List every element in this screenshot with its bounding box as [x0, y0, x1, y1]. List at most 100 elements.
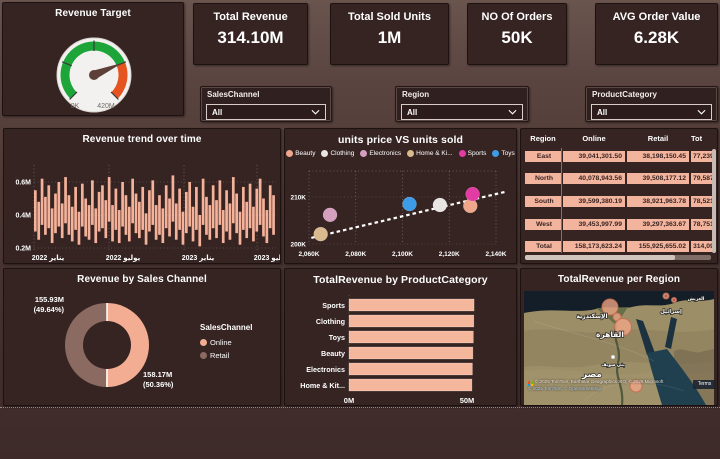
- trend-bar[interactable]: [57, 182, 61, 227]
- trend-bar[interactable]: [141, 186, 145, 230]
- trend-bar[interactable]: [127, 206, 131, 242]
- trend-bar[interactable]: [111, 205, 114, 242]
- table-cell[interactable]: 39,297,363.67: [627, 219, 689, 230]
- slicer-saleschannel-dropdown[interactable]: All: [206, 104, 326, 120]
- trend-bar[interactable]: [138, 201, 141, 239]
- trend-bar[interactable]: [171, 175, 175, 222]
- trend-bar[interactable]: [174, 203, 178, 240]
- trend-bar[interactable]: [144, 213, 148, 245]
- bar-toys[interactable]: [348, 330, 474, 344]
- trend-bar[interactable]: [64, 177, 67, 224]
- trend-bar[interactable]: [272, 195, 275, 235]
- trend-bar[interactable]: [242, 186, 245, 230]
- slicer-productcategory-dropdown[interactable]: All: [591, 104, 712, 120]
- trend-bar[interactable]: [107, 177, 111, 222]
- trend-bar[interactable]: [70, 206, 74, 242]
- table-header-retail[interactable]: Retail: [647, 134, 669, 143]
- trend-bar[interactable]: [225, 190, 228, 232]
- trend-bar[interactable]: [114, 188, 118, 230]
- trend-bar[interactable]: [211, 185, 215, 229]
- map-revenue-bubble[interactable]: [614, 318, 632, 336]
- donut-legend-item-online[interactable]: Online: [200, 336, 232, 349]
- trend-bar[interactable]: [168, 198, 171, 237]
- trend-bar[interactable]: [205, 196, 208, 235]
- trend-bar[interactable]: [231, 177, 235, 224]
- table-cell[interactable]: 158,173,623.24: [563, 241, 625, 252]
- trend-bar[interactable]: [235, 193, 238, 234]
- trend-bar[interactable]: [74, 186, 77, 230]
- table-cell[interactable]: 78,751,: [691, 219, 715, 230]
- legend-item-sports[interactable]: Sports: [458, 150, 486, 157]
- map-canvas[interactable]: الإسكندرية القاهرة بني سويف مصر إسرائيل العري…: [524, 291, 714, 405]
- trend-bar[interactable]: [54, 193, 57, 234]
- trend-bar[interactable]: [201, 178, 205, 225]
- trend-bar[interactable]: [252, 206, 255, 242]
- trend-bar[interactable]: [195, 186, 198, 230]
- trend-bar[interactable]: [191, 206, 195, 242]
- table-cell[interactable]: 77,239,: [691, 151, 715, 162]
- trend-bar[interactable]: [184, 191, 188, 234]
- table-header-tot[interactable]: Tot: [691, 134, 703, 143]
- legend-item-home-ki-[interactable]: Home & Ki...: [407, 150, 453, 157]
- legend-item-beauty[interactable]: Beauty: [286, 150, 315, 157]
- trend-bar[interactable]: [87, 205, 91, 240]
- trend-bar[interactable]: [124, 195, 128, 235]
- trend-bar[interactable]: [60, 203, 64, 239]
- bar-beauty[interactable]: [348, 346, 474, 360]
- trend-bar[interactable]: [50, 208, 54, 244]
- trend-bar[interactable]: [67, 195, 71, 235]
- trend-bar[interactable]: [228, 203, 232, 240]
- slicer-region-dropdown[interactable]: All: [401, 104, 523, 120]
- scatter-point-toys[interactable]: [402, 196, 417, 212]
- table-cell[interactable]: 40,078,943.56: [563, 173, 625, 184]
- table-cell[interactable]: 314,099,: [691, 241, 715, 252]
- trend-bar[interactable]: [84, 198, 88, 237]
- table-cell[interactable]: 38,921,963.78: [627, 196, 689, 207]
- trend-bar[interactable]: [262, 198, 265, 237]
- scatter-point-sports[interactable]: [465, 186, 480, 202]
- map-revenue-bubble[interactable]: [601, 298, 619, 316]
- trend-bar[interactable]: [37, 201, 41, 240]
- trend-bar[interactable]: [265, 210, 269, 244]
- trend-bar[interactable]: [34, 190, 37, 232]
- map-revenue-bubble[interactable]: [629, 379, 643, 393]
- legend-item-electronics[interactable]: Electronics: [360, 150, 401, 157]
- table-cell[interactable]: 38,198,150.45: [627, 151, 689, 162]
- trend-bar[interactable]: [40, 178, 44, 225]
- table-vscrollbar[interactable]: [712, 149, 716, 253]
- table-cell[interactable]: 155,925,655.02: [627, 241, 689, 252]
- trend-bar[interactable]: [91, 180, 94, 225]
- table-cell[interactable]: 39,041,301.50: [563, 151, 625, 162]
- table-cell[interactable]: West: [525, 219, 561, 230]
- trend-bar[interactable]: [208, 205, 212, 240]
- trend-bar[interactable]: [255, 188, 259, 232]
- table-cell[interactable]: South: [525, 196, 561, 207]
- table-cell[interactable]: Total: [525, 241, 561, 252]
- legend-item-clothing[interactable]: Clothing: [321, 150, 354, 157]
- trend-bar[interactable]: [161, 208, 165, 244]
- trend-bar[interactable]: [181, 211, 185, 245]
- trend-bar[interactable]: [80, 183, 84, 227]
- table-cell[interactable]: 79,587,: [691, 173, 715, 184]
- trend-bar[interactable]: [164, 185, 168, 229]
- table-header-online[interactable]: Online: [582, 134, 606, 143]
- trend-bar[interactable]: [245, 201, 249, 239]
- trend-bar[interactable]: [121, 182, 124, 227]
- trend-bar[interactable]: [218, 180, 222, 225]
- trend-bar[interactable]: [215, 200, 218, 239]
- trend-bar[interactable]: [77, 211, 81, 245]
- scatter-point-home-ki-[interactable]: [313, 226, 328, 242]
- trend-bar[interactable]: [94, 208, 98, 244]
- table-hscrollbar-track[interactable]: [525, 255, 711, 260]
- trend-bar[interactable]: [178, 188, 181, 230]
- table-header-region[interactable]: Region: [530, 134, 556, 143]
- trend-bar[interactable]: [47, 185, 51, 229]
- table-cell[interactable]: 39,599,380.19: [563, 196, 625, 207]
- trend-bar[interactable]: [154, 205, 158, 240]
- trend-bar[interactable]: [134, 193, 138, 234]
- donut-chart[interactable]: [65, 303, 149, 387]
- trend-bar[interactable]: [248, 183, 252, 229]
- table-cell[interactable]: 39,508,177.12: [627, 173, 689, 184]
- trend-bar[interactable]: [104, 200, 108, 239]
- trend-bar[interactable]: [238, 211, 242, 245]
